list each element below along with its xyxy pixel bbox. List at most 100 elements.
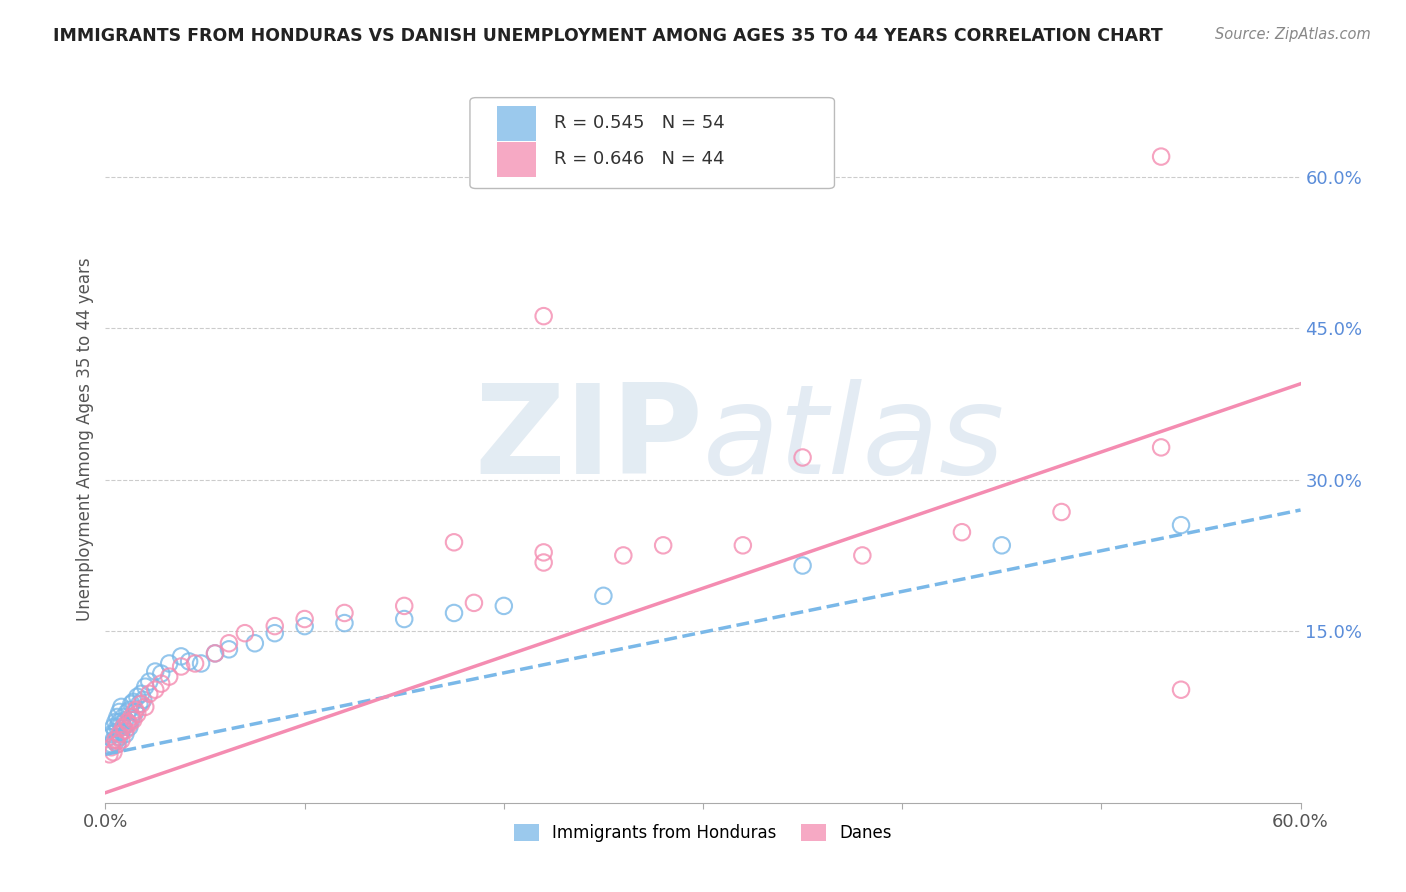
Point: [218, 636, 240, 650]
Point: [1050, 505, 1073, 519]
Point: [134, 699, 156, 714]
Point: [107, 737, 129, 751]
Point: [124, 703, 146, 717]
Point: [114, 713, 136, 727]
Point: [138, 674, 160, 689]
Point: [120, 713, 142, 727]
Point: [263, 619, 285, 633]
Point: [592, 589, 614, 603]
Point: [990, 538, 1012, 552]
Point: [177, 655, 201, 669]
Point: [950, 525, 973, 540]
Text: Source: ZipAtlas.com: Source: ZipAtlas.com: [1215, 27, 1371, 42]
Point: [150, 676, 173, 690]
Point: [1150, 150, 1173, 164]
FancyBboxPatch shape: [498, 142, 536, 177]
Point: [392, 612, 416, 626]
Point: [103, 745, 125, 759]
Point: [443, 606, 465, 620]
Point: [533, 556, 555, 570]
Point: [294, 619, 316, 633]
Point: [170, 659, 193, 673]
Point: [1170, 518, 1192, 533]
Point: [110, 699, 132, 714]
Point: [118, 717, 141, 731]
Point: [533, 545, 555, 559]
Text: ZIP: ZIP: [474, 379, 703, 500]
Point: [110, 733, 132, 747]
Point: [132, 693, 155, 707]
Point: [333, 606, 356, 620]
FancyBboxPatch shape: [470, 97, 835, 188]
Point: [492, 599, 515, 613]
Point: [333, 616, 356, 631]
Point: [100, 740, 122, 755]
Point: [98, 747, 121, 762]
Point: [134, 680, 156, 694]
Point: [120, 710, 142, 724]
Text: R = 0.646   N = 44: R = 0.646 N = 44: [554, 151, 724, 169]
Point: [112, 720, 135, 734]
Point: [150, 666, 173, 681]
Point: [107, 737, 129, 751]
Point: [112, 710, 135, 724]
Point: [107, 720, 129, 734]
Point: [443, 535, 465, 549]
Point: [143, 682, 166, 697]
Point: [103, 720, 125, 734]
Point: [104, 714, 127, 729]
Point: [1150, 441, 1173, 455]
Point: [110, 717, 132, 731]
Point: [127, 690, 149, 704]
Y-axis label: Unemployment Among Ages 35 to 44 years: Unemployment Among Ages 35 to 44 years: [76, 258, 94, 621]
Text: R = 0.545   N = 54: R = 0.545 N = 54: [554, 114, 724, 132]
Point: [120, 697, 142, 711]
Point: [117, 717, 139, 731]
Point: [108, 727, 131, 741]
Point: [204, 646, 226, 660]
Point: [138, 687, 160, 701]
Point: [127, 706, 149, 721]
Point: [851, 549, 873, 563]
Point: [190, 657, 212, 671]
Point: [392, 599, 416, 613]
Point: [128, 697, 150, 711]
Point: [122, 713, 145, 727]
Point: [108, 714, 131, 729]
Point: [463, 596, 485, 610]
Point: [157, 670, 180, 684]
Point: [124, 705, 146, 719]
Point: [100, 727, 122, 741]
Point: [104, 725, 127, 739]
Text: atlas: atlas: [703, 379, 1005, 500]
Point: [114, 723, 136, 737]
Legend: Immigrants from Honduras, Danes: Immigrants from Honduras, Danes: [508, 817, 898, 849]
Point: [112, 720, 135, 734]
Point: [98, 730, 121, 744]
Point: [110, 725, 132, 739]
Point: [104, 733, 127, 747]
Point: [170, 649, 193, 664]
Point: [204, 646, 226, 660]
Point: [118, 703, 141, 717]
Point: [233, 626, 256, 640]
Point: [129, 687, 153, 701]
Point: [108, 730, 131, 744]
Point: [103, 733, 125, 747]
Point: [143, 665, 166, 679]
Point: [218, 642, 240, 657]
Point: [114, 727, 136, 741]
Point: [129, 697, 153, 711]
Point: [792, 450, 814, 465]
Point: [157, 657, 180, 671]
Point: [294, 612, 316, 626]
Point: [184, 657, 207, 671]
Point: [243, 636, 266, 650]
Point: [117, 714, 139, 729]
Point: [107, 710, 129, 724]
Point: [122, 695, 145, 709]
Point: [731, 538, 754, 552]
Point: [118, 720, 141, 734]
Point: [533, 309, 555, 323]
Point: [263, 626, 285, 640]
